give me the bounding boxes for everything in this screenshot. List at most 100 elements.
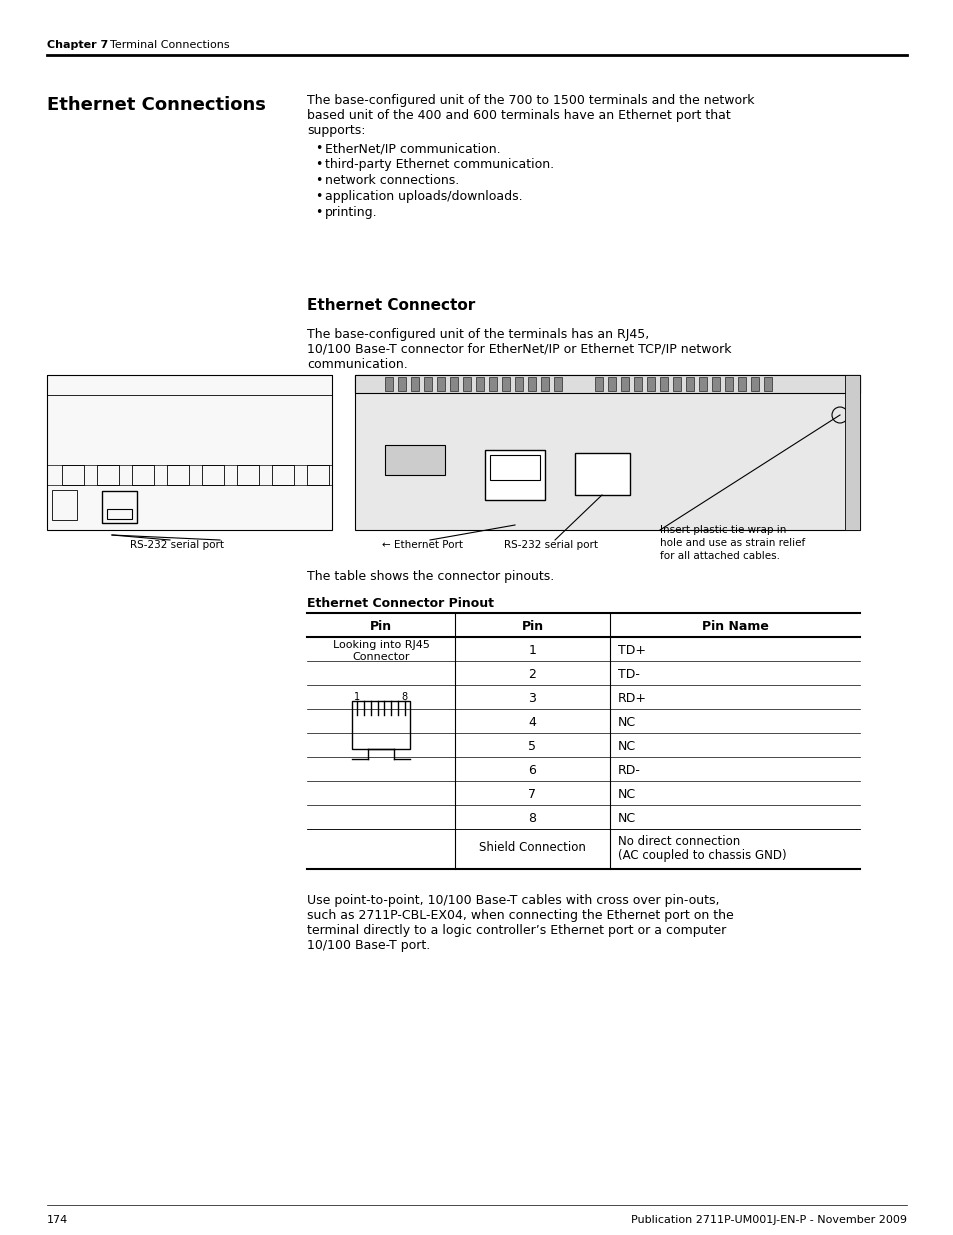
Text: Publication 2711P-UM001J-EN-P - November 2009: Publication 2711P-UM001J-EN-P - November…	[630, 1215, 906, 1225]
Text: NC: NC	[618, 811, 636, 825]
Text: •: •	[314, 206, 322, 219]
Text: NC: NC	[618, 740, 636, 753]
Bar	[236, 466, 258, 485]
Bar	[750, 377, 759, 391]
Text: 4: 4	[528, 716, 536, 729]
Bar	[132, 466, 153, 485]
Text: ← Ethernet Port: ← Ethernet Port	[381, 540, 462, 550]
Text: Chapter 7: Chapter 7	[47, 40, 108, 49]
Bar	[711, 377, 720, 391]
Bar	[554, 377, 561, 391]
Bar	[738, 377, 745, 391]
Bar	[501, 377, 510, 391]
Bar	[607, 377, 616, 391]
Text: terminal directly to a logic controller’s Ethernet port or a computer: terminal directly to a logic controller’…	[307, 924, 725, 937]
Bar	[385, 377, 393, 391]
Bar	[352, 701, 410, 748]
Text: 1: 1	[354, 692, 359, 701]
Text: RS-232 serial port: RS-232 serial port	[503, 540, 598, 550]
Bar	[672, 377, 680, 391]
Text: •: •	[314, 158, 322, 170]
Text: RD-: RD-	[618, 764, 640, 777]
Bar	[355, 375, 859, 393]
Bar	[699, 377, 706, 391]
Text: Pin Name: Pin Name	[700, 620, 767, 634]
Text: Pin: Pin	[521, 620, 543, 634]
Text: hole and use as strain relief: hole and use as strain relief	[659, 538, 804, 548]
Text: 8: 8	[528, 811, 536, 825]
Bar	[620, 377, 628, 391]
Text: supports:: supports:	[307, 124, 365, 137]
Bar	[385, 445, 444, 475]
Text: (AC coupled to chassis GND): (AC coupled to chassis GND)	[618, 848, 786, 862]
Bar	[527, 377, 536, 391]
Text: printing.: printing.	[325, 206, 377, 219]
Text: RD+: RD+	[618, 692, 646, 705]
Text: NC: NC	[618, 788, 636, 802]
Text: 174: 174	[47, 1215, 69, 1225]
Text: 7: 7	[528, 788, 536, 802]
Text: •: •	[314, 174, 322, 186]
Bar	[272, 466, 294, 485]
Bar	[411, 377, 418, 391]
Text: network connections.: network connections.	[325, 174, 458, 186]
Bar	[634, 377, 641, 391]
Bar	[423, 377, 432, 391]
Text: Connector: Connector	[352, 652, 410, 662]
Bar	[484, 450, 544, 500]
Bar	[763, 377, 771, 391]
Bar	[490, 454, 539, 480]
Text: •: •	[314, 190, 322, 203]
Text: NC: NC	[618, 716, 636, 729]
Bar	[462, 377, 471, 391]
Bar	[515, 377, 522, 391]
Bar	[47, 375, 332, 530]
Text: based unit of the 400 and 600 terminals have an Ethernet port that: based unit of the 400 and 600 terminals …	[307, 109, 730, 122]
Text: The base-configured unit of the 700 to 1500 terminals and the network: The base-configured unit of the 700 to 1…	[307, 94, 754, 107]
Bar	[436, 377, 444, 391]
Bar	[167, 466, 189, 485]
Bar	[97, 466, 119, 485]
Text: 5: 5	[528, 740, 536, 753]
Bar	[62, 466, 84, 485]
Bar	[685, 377, 693, 391]
Bar	[397, 377, 406, 391]
Text: 10/100 Base-T connector for EtherNet/IP or Ethernet TCP/IP network: 10/100 Base-T connector for EtherNet/IP …	[307, 343, 731, 356]
Text: 10/100 Base-T port.: 10/100 Base-T port.	[307, 939, 430, 952]
Text: 8: 8	[401, 692, 408, 701]
Bar	[575, 453, 629, 495]
Text: Looking into RJ45: Looking into RJ45	[333, 640, 429, 650]
Text: 2: 2	[528, 668, 536, 680]
Text: 3: 3	[528, 692, 536, 705]
Bar	[450, 377, 457, 391]
Text: communication.: communication.	[307, 358, 407, 370]
Bar	[102, 492, 137, 522]
Bar	[724, 377, 732, 391]
Text: Pin: Pin	[370, 620, 392, 634]
Text: application uploads/downloads.: application uploads/downloads.	[325, 190, 522, 203]
Text: •: •	[314, 142, 322, 156]
Bar	[540, 377, 548, 391]
Bar	[646, 377, 655, 391]
Text: TD-: TD-	[618, 668, 639, 680]
Text: The table shows the connector pinouts.: The table shows the connector pinouts.	[307, 571, 554, 583]
Bar	[47, 375, 332, 395]
Bar	[659, 377, 667, 391]
Text: Terminal Connections: Terminal Connections	[110, 40, 230, 49]
Bar	[307, 466, 329, 485]
Text: third-party Ethernet communication.: third-party Ethernet communication.	[325, 158, 554, 170]
Bar	[844, 375, 859, 530]
Text: No direct connection: No direct connection	[618, 835, 740, 848]
Text: The base-configured unit of the terminals has an RJ45,: The base-configured unit of the terminal…	[307, 329, 649, 341]
Bar	[489, 377, 497, 391]
Bar	[52, 490, 77, 520]
Text: such as 2711P-CBL-EX04, when connecting the Ethernet port on the: such as 2711P-CBL-EX04, when connecting …	[307, 909, 733, 923]
Text: TD+: TD+	[618, 643, 645, 657]
Text: EtherNet/IP communication.: EtherNet/IP communication.	[325, 142, 500, 156]
Text: Insert plastic tie wrap in: Insert plastic tie wrap in	[659, 525, 785, 535]
Bar	[107, 509, 132, 519]
Text: Ethernet Connector: Ethernet Connector	[307, 298, 475, 312]
Text: 6: 6	[528, 764, 536, 777]
Bar	[476, 377, 483, 391]
Text: 1: 1	[528, 643, 536, 657]
